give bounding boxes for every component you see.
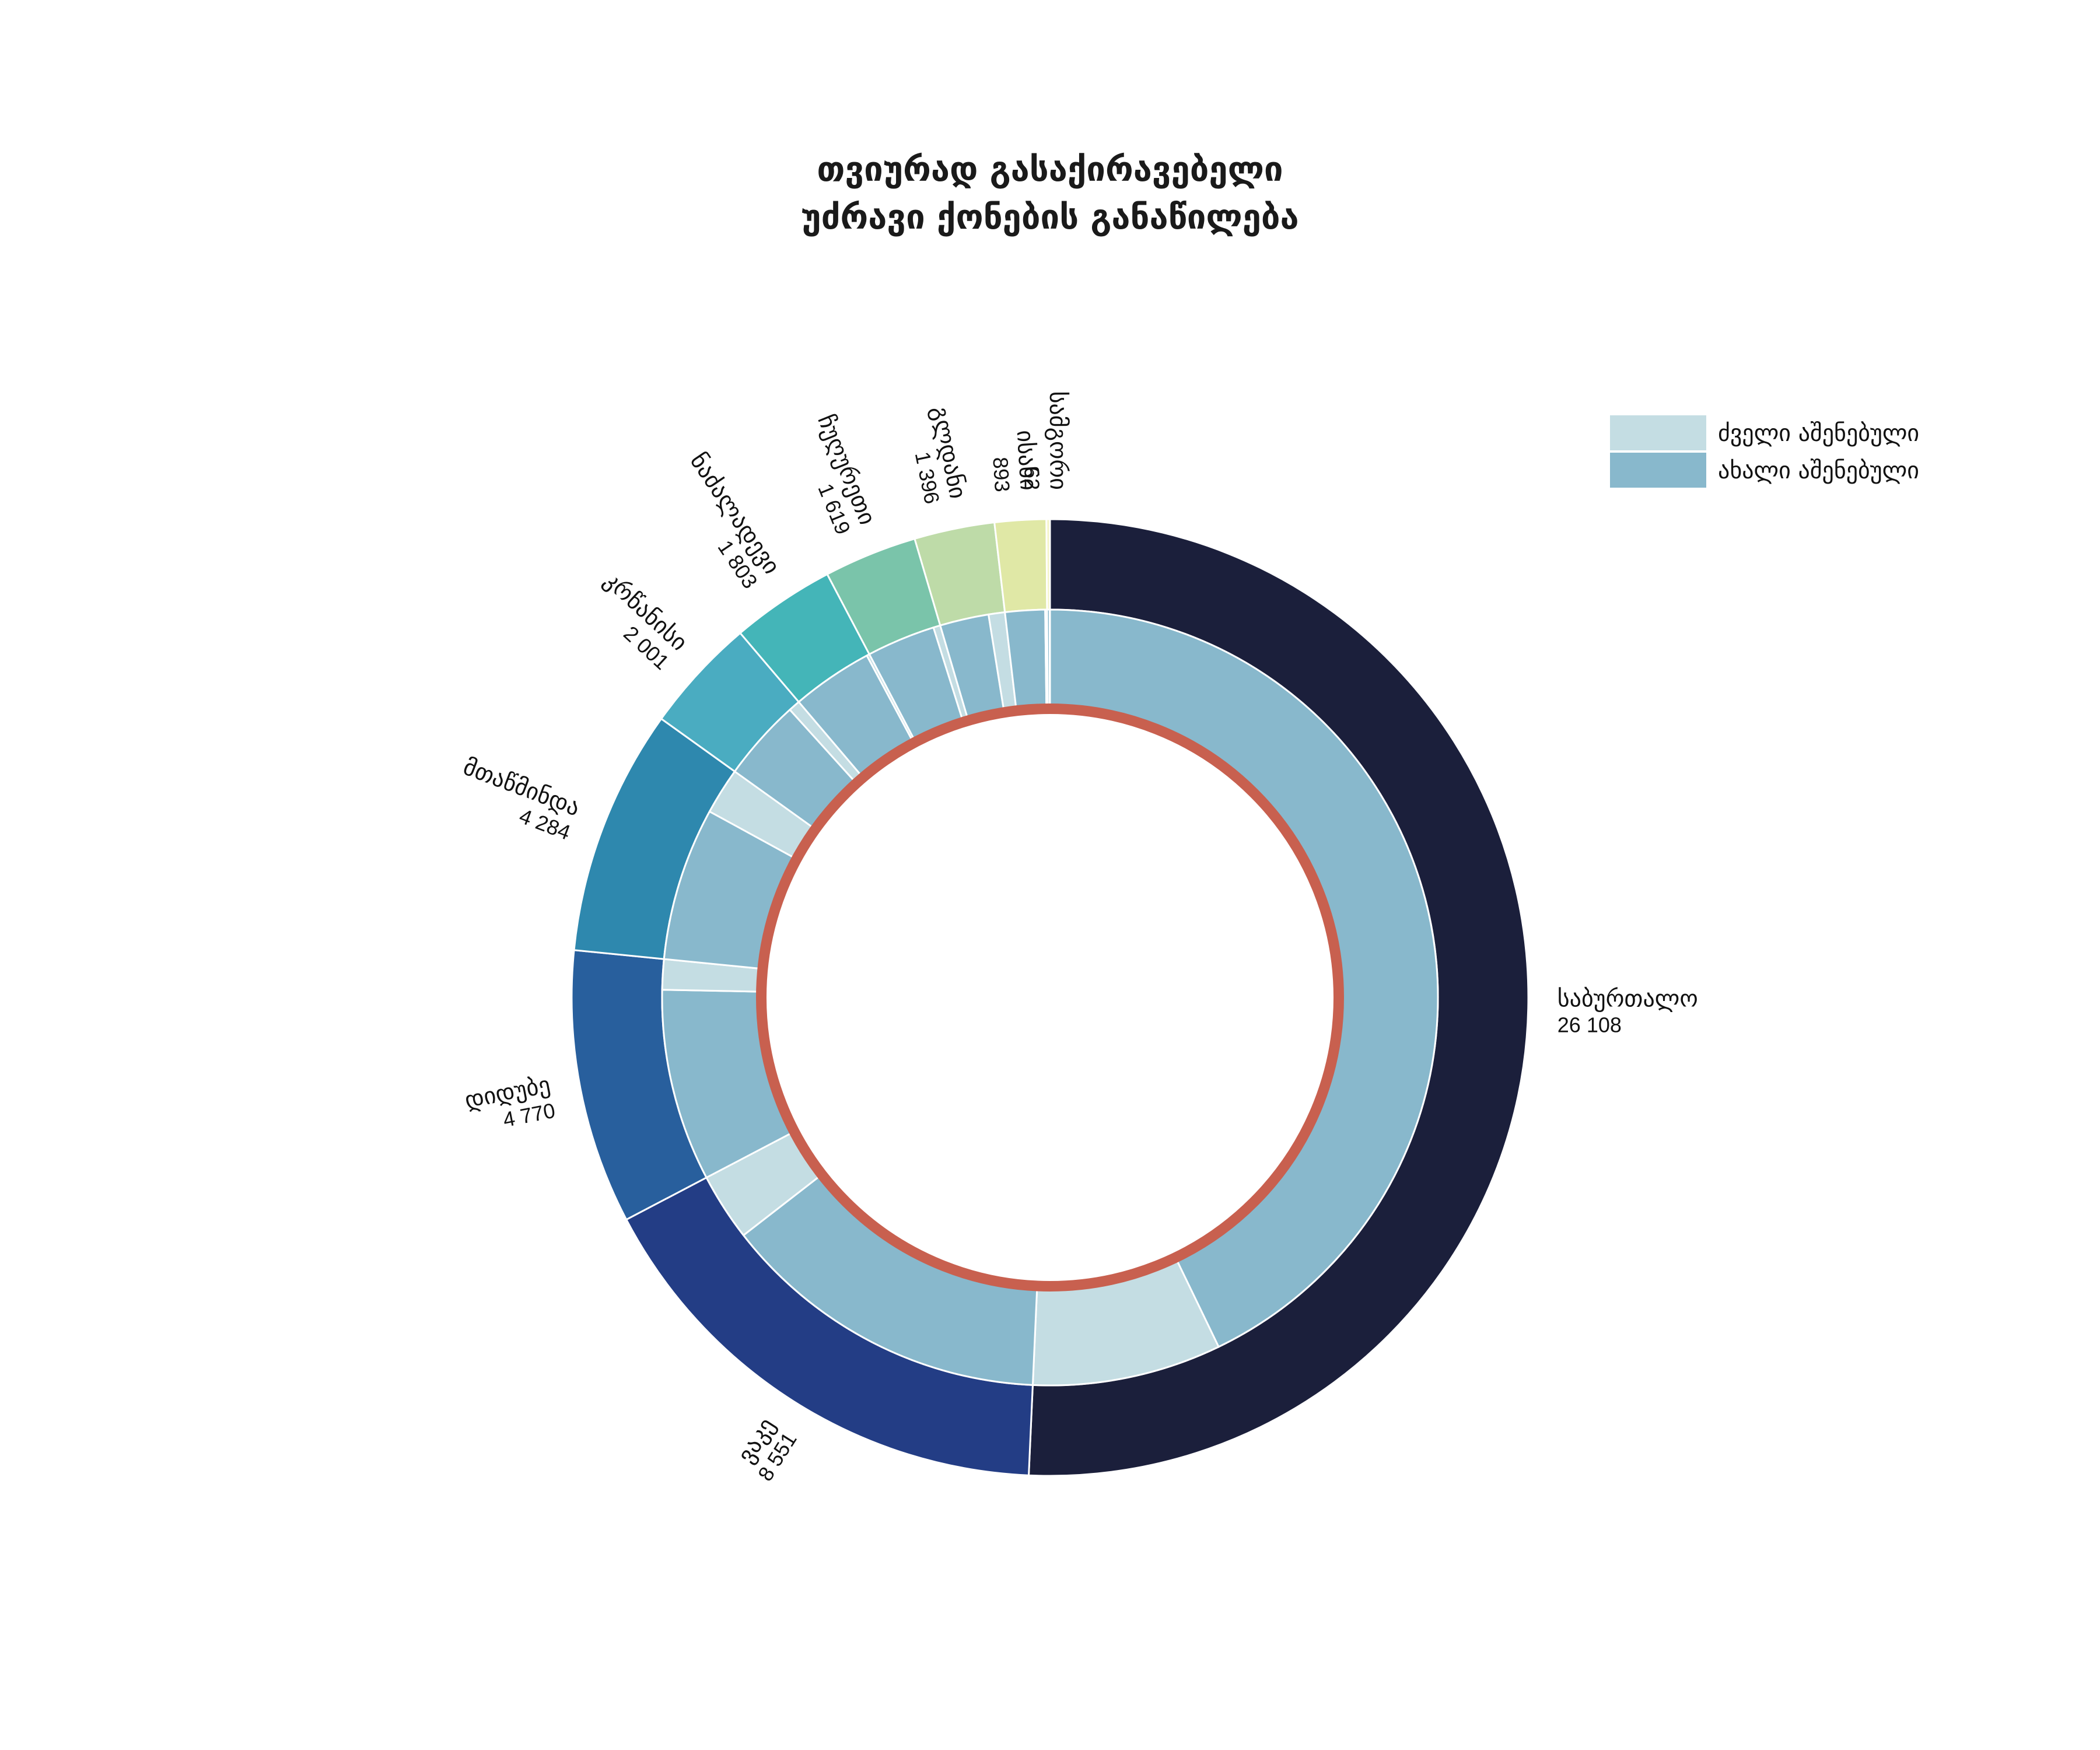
outer-segment-10: [1045, 518, 1051, 611]
segment-name-label: საბურთალო: [1558, 985, 1698, 1012]
segment-value-label: 893: [988, 456, 1014, 493]
legend-label-old: ძველი აშენებული: [1718, 420, 1919, 447]
legend: ძველი აშენებული ახალი აშენებული: [1610, 415, 1919, 488]
segment-name-label: სამგორი: [1044, 391, 1072, 491]
outer-ring: [570, 518, 1530, 1477]
chart-title-line-2: უძრავი ქონების განაწილება: [801, 197, 1298, 237]
segment-name-label: ისანი: [1012, 429, 1042, 491]
inner-ring: [661, 608, 1439, 1387]
legend-swatch-new: [1610, 453, 1706, 488]
center-ring: [756, 704, 1344, 1292]
legend-swatch-old: [1610, 415, 1706, 450]
segment-value-label: 26 108: [1558, 1013, 1622, 1037]
chart-title-line-1: თვიურად გასაქირავებელი: [817, 149, 1283, 189]
segment-value-label: 62: [1020, 467, 1044, 490]
legend-label-new: ახალი აშენებული: [1718, 457, 1919, 484]
